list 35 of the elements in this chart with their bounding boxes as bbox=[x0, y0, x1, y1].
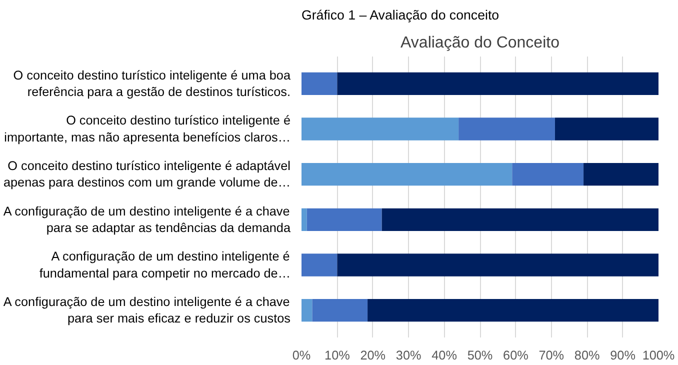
chart-title: Avaliação do Conceito bbox=[400, 34, 560, 52]
bar bbox=[458, 118, 555, 140]
x-tick-label: 80% bbox=[574, 348, 600, 362]
bar bbox=[554, 118, 658, 140]
y-tick-label: A configuração de um destino inteligente é a chave para ser mais eficaz e reduzir os custos bbox=[3, 294, 291, 326]
bar bbox=[302, 118, 459, 140]
text: Gráfico 1 – Avaliação do conceito bbox=[302, 8, 500, 22]
bar bbox=[512, 163, 584, 186]
bar bbox=[368, 298, 658, 322]
x-tick-label: 20% bbox=[360, 348, 386, 362]
y-tick-label: O conceito destino turístico inteligente é uma boa referência para a gestão de destinos turísticos. bbox=[13, 68, 292, 100]
x-tick-label: 10% bbox=[324, 348, 350, 362]
bar bbox=[302, 208, 307, 231]
bar bbox=[382, 208, 658, 231]
bar bbox=[302, 254, 338, 276]
x-tick-label: 50% bbox=[467, 348, 493, 362]
x-tick-label: 0% bbox=[292, 348, 311, 362]
x-tick-label: 40% bbox=[432, 348, 457, 362]
bar bbox=[302, 298, 312, 322]
bar bbox=[584, 163, 658, 186]
bar bbox=[302, 72, 338, 96]
bar bbox=[306, 208, 382, 231]
x-tick-label: 60% bbox=[503, 348, 528, 362]
x-tick-label: 70% bbox=[538, 348, 564, 362]
bar bbox=[337, 72, 658, 96]
x-tick-label: 90% bbox=[610, 348, 636, 362]
bar bbox=[337, 254, 658, 276]
y-tick-label: O conceito destino turístico inteligente é importante, mas não apresenta benefícios claros… bbox=[4, 114, 291, 144]
bar bbox=[302, 163, 512, 186]
x-tick-label: 30% bbox=[396, 348, 422, 362]
y-tick-label: A configuração de um destino inteligente é fundamental para competir no mercado de… bbox=[39, 250, 291, 280]
x-tick-label: 100% bbox=[642, 348, 675, 362]
y-tick-label: O conceito destino turístico inteligente é adaptável apenas para destinos com um grande volume de… bbox=[3, 158, 291, 190]
bar bbox=[312, 298, 368, 322]
y-tick-label: A configuração de um destino inteligente é a chave para se adaptar as tendências da demanda bbox=[3, 204, 292, 236]
